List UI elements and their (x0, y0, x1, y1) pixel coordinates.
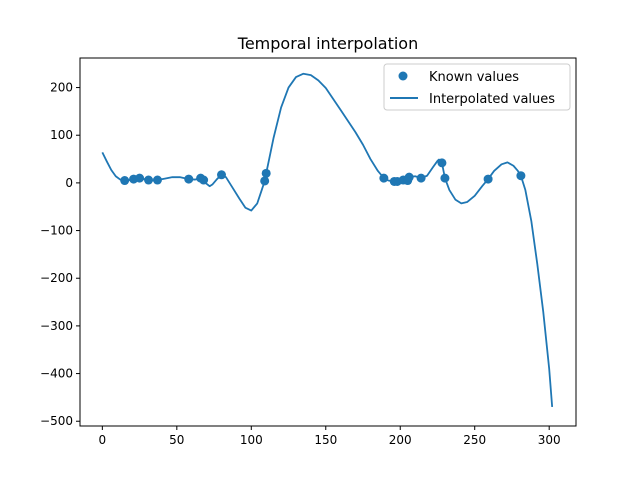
known-points-layer (120, 158, 526, 186)
x-tick-label: 50 (169, 433, 184, 447)
known-value-point (152, 175, 162, 185)
y-tick-label: −400 (40, 367, 73, 381)
plot-frame (79, 57, 577, 427)
legend: Known values Interpolated values (383, 63, 571, 111)
known-value-point (416, 173, 426, 183)
known-value-point (199, 175, 209, 185)
y-tick-label: 0 (65, 176, 73, 190)
known-value-point (184, 174, 194, 184)
known-value-point (135, 173, 145, 183)
known-value-point (379, 173, 389, 183)
y-tick-label: −500 (40, 414, 73, 428)
legend-known-marker (398, 71, 408, 81)
known-value-point (440, 173, 450, 183)
legend-known-label: Known values (429, 70, 519, 85)
chart-title: Temporal interpolation (237, 34, 418, 53)
x-tick-label: 200 (389, 433, 412, 447)
x-tick-label: 0 (99, 433, 107, 447)
known-value-point (120, 176, 130, 186)
known-value-point (217, 170, 227, 180)
legend-box (383, 63, 571, 111)
interpolated-line (101, 72, 554, 408)
y-tick-label: −200 (40, 271, 73, 285)
known-value-point (516, 171, 526, 181)
x-tick-label: 300 (538, 433, 561, 447)
x-tick-label: 250 (463, 433, 486, 447)
y-tick-label: −300 (40, 319, 73, 333)
y-tick-label: 200 (50, 81, 73, 95)
axes: 0 50 100 150 200 250 300 −500 −400 −300 −200 −100 0 1… (40, 81, 561, 447)
known-value-point (483, 174, 493, 184)
legend-interpolated-label: Interpolated values (429, 92, 555, 107)
y-tick-label: −100 (40, 224, 73, 238)
known-value-point (261, 168, 271, 178)
known-value-point (260, 176, 270, 186)
interpolated-line-layer (101, 72, 554, 408)
x-tick-label: 100 (240, 433, 263, 447)
known-value-point (404, 172, 414, 182)
known-value-point (144, 175, 154, 185)
known-value-point (437, 158, 447, 168)
x-tick-label: 150 (314, 433, 337, 447)
y-tick-label: 100 (50, 128, 73, 142)
